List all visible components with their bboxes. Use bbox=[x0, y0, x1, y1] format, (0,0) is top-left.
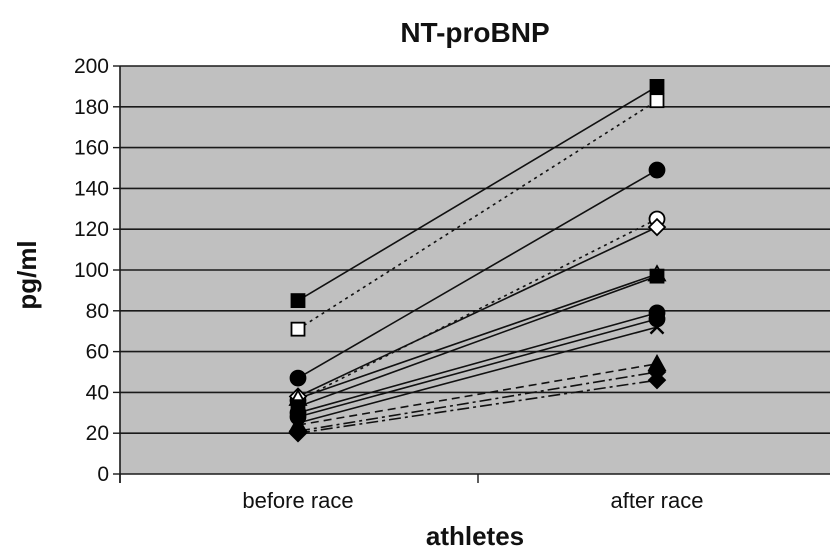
series-line bbox=[297, 371, 658, 432]
series-line bbox=[297, 275, 658, 408]
y-tick-label: 120 bbox=[74, 218, 109, 241]
x-axis-title: athletes bbox=[426, 521, 524, 551]
data-point bbox=[290, 293, 306, 309]
series-line bbox=[297, 226, 658, 398]
series-line bbox=[297, 85, 658, 302]
y-tick-label: 40 bbox=[86, 381, 109, 404]
y-tick-label: 180 bbox=[74, 96, 109, 119]
y-tick-label: 20 bbox=[86, 422, 109, 445]
plot-area: 0 20 40 60 80 100 120 140 160 180 200 before race af… bbox=[74, 55, 830, 513]
data-point bbox=[647, 370, 667, 390]
series-line bbox=[297, 318, 658, 418]
data-point bbox=[290, 321, 306, 337]
series-line bbox=[297, 326, 658, 424]
x-category-label: before race bbox=[242, 488, 353, 513]
series-line bbox=[297, 363, 658, 426]
series-line bbox=[297, 100, 658, 330]
y-tick-label: 0 bbox=[97, 463, 109, 486]
data-point bbox=[647, 217, 667, 237]
y-tick-label: 80 bbox=[86, 300, 109, 323]
chart-title: NT-proBNP bbox=[400, 17, 549, 48]
y-tick-label: 200 bbox=[74, 55, 109, 78]
series-line bbox=[297, 273, 658, 400]
data-point bbox=[648, 161, 666, 179]
y-tick-label: 160 bbox=[74, 137, 109, 160]
data-point bbox=[288, 423, 308, 443]
data-point bbox=[648, 310, 666, 328]
x-category-label: after race bbox=[611, 488, 704, 513]
data-point bbox=[649, 79, 665, 94]
series-line bbox=[297, 169, 658, 379]
data-point bbox=[649, 93, 665, 109]
y-tick-label: 140 bbox=[74, 177, 109, 200]
series-line bbox=[297, 379, 658, 434]
data-point bbox=[649, 319, 665, 335]
y-tick-label: 100 bbox=[74, 259, 109, 282]
y-axis-title: pg/ml bbox=[12, 240, 42, 309]
series-line bbox=[297, 312, 658, 414]
y-tick-label: 60 bbox=[86, 341, 109, 364]
data-point bbox=[289, 369, 307, 387]
data-point bbox=[649, 268, 665, 284]
